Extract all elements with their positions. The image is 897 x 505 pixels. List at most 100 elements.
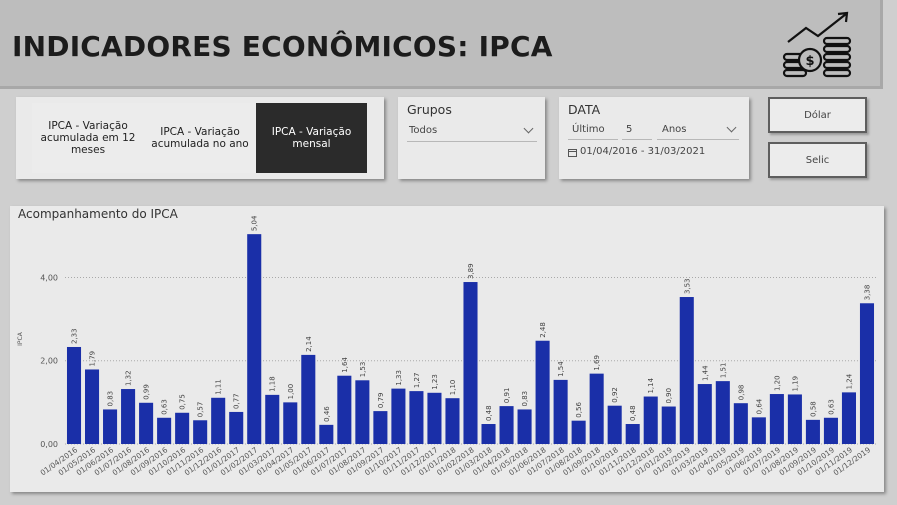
bar <box>499 406 514 444</box>
dropdown-underline <box>407 141 537 142</box>
bar <box>355 380 370 444</box>
bar <box>553 379 568 444</box>
data-label: 0,99 <box>143 384 151 400</box>
groups-dropdown-value: Todos <box>409 125 438 136</box>
input-underline <box>622 139 652 140</box>
bar <box>211 397 226 444</box>
data-label: 0,48 <box>485 405 493 421</box>
data-label: 0,79 <box>377 393 385 409</box>
data-label: 0,46 <box>323 406 331 422</box>
bar <box>427 392 442 444</box>
svg-text:$: $ <box>805 54 814 69</box>
bar <box>733 403 748 444</box>
data-label: 1,51 <box>719 363 727 379</box>
data-label: 0,64 <box>755 398 763 414</box>
bar <box>481 424 496 444</box>
data-label: 1,79 <box>89 351 97 367</box>
bar <box>463 282 478 444</box>
bar <box>157 417 172 444</box>
bar <box>445 398 460 444</box>
bar <box>679 297 694 444</box>
groups-dropdown[interactable]: Todos <box>409 125 534 139</box>
bar <box>841 392 856 444</box>
data-label: 1,10 <box>449 380 457 396</box>
data-label: 1,23 <box>431 374 439 390</box>
bar <box>805 419 820 444</box>
data-label: 0,63 <box>161 399 169 415</box>
bar <box>319 424 334 444</box>
tab-monthly-variation[interactable]: IPCA - Variação mensal <box>256 103 367 173</box>
bar <box>175 412 190 444</box>
groups-title: Grupos <box>407 102 452 117</box>
data-label: 1,27 <box>413 373 421 389</box>
bar <box>517 409 532 444</box>
y-axis-label: IPCA <box>17 331 24 346</box>
data-label: 0,57 <box>197 402 205 418</box>
chevron-down-icon[interactable] <box>726 122 737 133</box>
data-label: 0,92 <box>611 387 619 403</box>
page-title: INDICADORES ECONÔMICOS: IPCA <box>12 30 553 63</box>
bar <box>265 394 280 444</box>
bar <box>661 406 676 444</box>
data-label: 3,53 <box>683 278 691 294</box>
bar <box>193 420 208 444</box>
bar <box>625 424 640 444</box>
data-label: 0,98 <box>737 385 745 401</box>
data-label: 1,54 <box>557 361 565 377</box>
bar <box>859 303 875 444</box>
y-tick-label: 4,00 <box>40 273 58 282</box>
bar <box>391 388 406 444</box>
data-label: 0,63 <box>827 399 835 415</box>
period-unit-select[interactable]: Anos <box>662 124 687 135</box>
data-label: 0,58 <box>809 401 817 417</box>
data-label: 1,33 <box>395 370 403 386</box>
selic-button[interactable]: Selic <box>768 142 867 178</box>
date-range-text: 01/04/2016 - 31/03/2021 <box>580 146 706 157</box>
data-label: 0,77 <box>233 393 241 409</box>
bar <box>103 409 118 444</box>
calendar-icon <box>568 149 577 157</box>
data-label: 1,32 <box>125 370 133 386</box>
data-label: 5,04 <box>251 215 259 231</box>
data-label: 0,48 <box>629 405 637 421</box>
relative-period-select[interactable]: Último <box>572 124 605 135</box>
data-label: 0,75 <box>179 394 187 410</box>
bar <box>229 411 244 444</box>
data-label: 0,56 <box>575 402 583 418</box>
period-count-input[interactable]: 5 <box>626 124 633 135</box>
tab-accumulated-year[interactable]: IPCA - Variação acumulada no ano <box>144 103 256 173</box>
bar <box>283 402 298 444</box>
data-label: 0,91 <box>503 388 511 404</box>
data-label: 1,11 <box>215 379 223 395</box>
bar <box>643 396 658 444</box>
data-label: 0,83 <box>521 391 529 407</box>
data-label: 1,69 <box>593 355 601 371</box>
data-label: 3,38 <box>863 285 871 301</box>
bar <box>787 394 802 444</box>
bar <box>66 346 82 444</box>
data-label: 1,14 <box>647 377 655 393</box>
data-label: 3,89 <box>467 263 475 279</box>
bar <box>337 375 352 444</box>
money-growth-icon: $ <box>782 11 852 78</box>
bar <box>697 384 712 444</box>
y-tick-label: 0,00 <box>40 440 58 449</box>
data-label: 1,18 <box>269 376 277 392</box>
data-label: 2,48 <box>539 322 547 338</box>
date-slicer: DATA Último 5 Anos 01/04/2016 - 31/03/20… <box>559 97 749 179</box>
bar <box>751 417 766 444</box>
dolar-button[interactable]: Dólar <box>768 97 867 133</box>
bar <box>409 391 424 444</box>
indicator-tabs: IPCA - Variação acumulada em 12 meses IP… <box>16 97 384 179</box>
data-label: 2,33 <box>71 328 79 344</box>
bar <box>247 234 262 444</box>
data-label: 1,00 <box>287 384 295 400</box>
tab-accumulated-12-months[interactable]: IPCA - Variação acumulada em 12 meses <box>32 103 144 173</box>
bar <box>301 354 316 444</box>
bar <box>769 394 784 444</box>
chart-title: Acompanhamento do IPCA <box>18 207 178 221</box>
bar <box>85 369 100 444</box>
data-label: 1,44 <box>701 365 709 381</box>
bar <box>571 420 586 444</box>
